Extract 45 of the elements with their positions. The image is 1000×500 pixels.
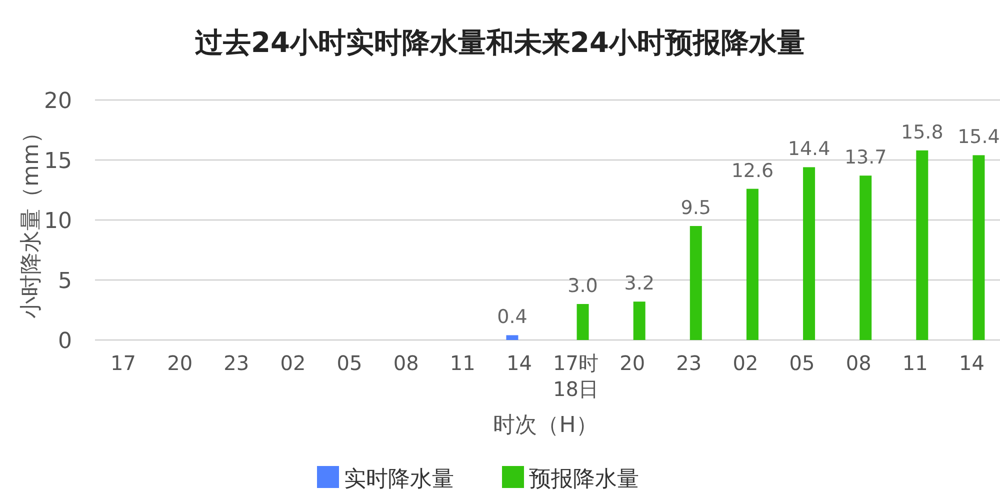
x-tick-label: 23 — [224, 351, 250, 375]
bar — [576, 304, 589, 340]
bar — [972, 155, 985, 340]
data-label: 0.4 — [497, 306, 528, 328]
y-axis-title: 小时降水量（mm） — [19, 122, 44, 318]
x-tick-label: 08 — [393, 351, 419, 375]
data-label: 14.4 — [788, 138, 830, 160]
data-label: 9.5 — [680, 197, 712, 219]
x-tick-label: 23 — [676, 351, 702, 375]
data-label: 3.0 — [568, 275, 598, 297]
实时降水量: 0.4 — [497, 306, 528, 340]
x-tick-label: 20 — [167, 351, 193, 375]
y-tick-label: 20 — [44, 89, 72, 114]
bar — [633, 302, 646, 340]
data-label: 15.8 — [901, 121, 944, 144]
data-label: 15.4 — [958, 126, 1000, 148]
data-label: 3.2 — [624, 272, 654, 295]
bar — [803, 167, 816, 340]
chart-title: 过去24小时实时降水量和未来24小时预报降水量 — [194, 26, 805, 59]
x-axis-title: 时次（H） — [493, 413, 598, 438]
legend-label: 预报降水量 — [529, 467, 639, 492]
y-tick-label: 5 — [58, 269, 72, 294]
x-tick-label: 14 — [506, 351, 532, 375]
data-label: 13.7 — [844, 146, 887, 169]
x-tick-label: 05 — [789, 351, 815, 375]
bar — [746, 188, 758, 340]
x-tick-label: 14 — [958, 351, 984, 375]
x-tick-label: 17时 18日 — [553, 351, 599, 401]
x-tick-label: 02 — [732, 351, 758, 375]
bar — [506, 335, 518, 340]
x-tick-label: 17 — [110, 351, 136, 375]
y-tick-label: 0 — [58, 329, 72, 354]
x-tick-label: 20 — [620, 351, 646, 375]
x-tick-label: 05 — [336, 351, 362, 375]
y-tick-label: 10 — [44, 209, 72, 234]
bar — [690, 226, 702, 340]
bar — [916, 150, 928, 340]
x-tick-label: 11 — [902, 351, 928, 375]
data-label: 12.6 — [731, 160, 774, 182]
legend-label: 实时降水量 — [344, 467, 454, 492]
x-tick-label: 02 — [280, 351, 306, 375]
x-tick-label: 08 — [846, 351, 872, 375]
x-tick-label: 11 — [450, 351, 476, 375]
y-tick-label: 15 — [44, 149, 72, 174]
bar — [860, 176, 872, 340]
